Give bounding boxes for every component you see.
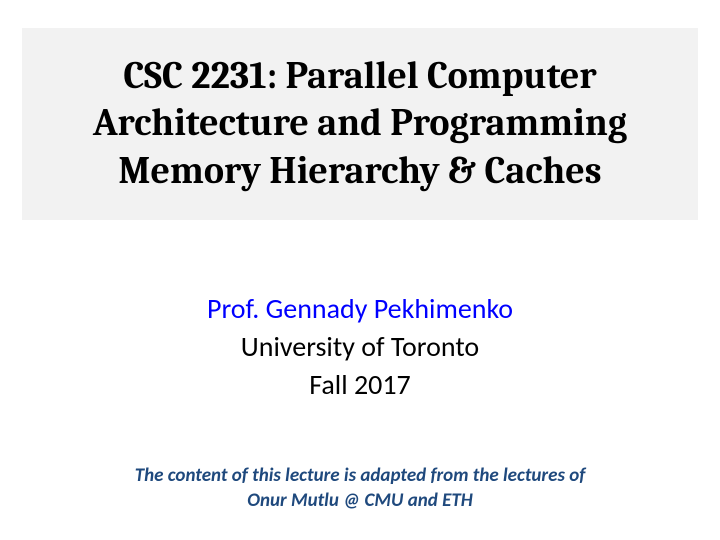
title-line-2: Architecture and Programming (93, 100, 627, 148)
author-block: Prof. Gennady Pekhimenko University of T… (0, 290, 720, 403)
title-line-3: Memory Hierarchy & Caches (118, 148, 601, 196)
term-text: Fall 2017 (309, 366, 410, 404)
professor-name: Prof. Gennady Pekhimenko (207, 290, 513, 328)
title-box: CSC 2231: Parallel Computer Architecture… (22, 28, 698, 220)
attribution-line-2: Onur Mutlu @ CMU and ETH (247, 489, 472, 514)
slide: CSC 2231: Parallel Computer Architecture… (0, 0, 720, 540)
university-name: University of Toronto (241, 328, 479, 366)
title-line-1: CSC 2231: Parallel Computer (123, 53, 596, 101)
attribution-line-1: The content of this lecture is adapted f… (135, 464, 586, 489)
attribution-block: The content of this lecture is adapted f… (0, 464, 720, 513)
